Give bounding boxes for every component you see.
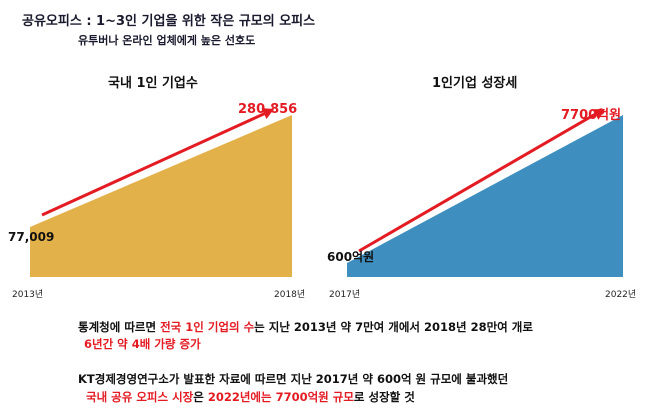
paragraph2-line2: 국내 공유 오피스 시장은 2022년에는 7700억원 규모로 성장할 것: [86, 389, 415, 405]
chart-title-growth: 1인기업 성장세: [432, 76, 518, 91]
chart-growth: 600억원 7700억원 2017년 2022년: [327, 108, 636, 300]
trend-arrow-line: [41, 110, 269, 217]
chart-companies: 77,009 280,856 2013년 2018년: [8, 102, 305, 300]
chart-title-companies: 국내 1인 기업수: [108, 76, 198, 91]
paragraph1-line1: 통계청에 따르면 전국 1인 기업의 수는 지난 2013년 약 7만여 개에서…: [78, 319, 533, 335]
p2-seg-1: 은: [193, 390, 208, 404]
trend-arrow-line: [358, 110, 600, 253]
p2-seg-2: 2022년에는 7700억원 규모: [207, 390, 354, 404]
x-tick-label: 2018년: [274, 289, 305, 300]
x-tick-label: 2013년: [12, 289, 43, 300]
area-fill: [30, 115, 292, 277]
p1-seg-3: 는 지난 2013년 약 7만여 개에서 2018년 28만여 개로: [254, 320, 533, 334]
p1-seg-2: 전국 1인 기업의 수: [160, 320, 255, 334]
trend-arrow-head: [592, 109, 605, 120]
start-value-label: 77,009: [8, 230, 54, 244]
x-tick-label: 2017년: [329, 289, 360, 300]
p1-seg-1: 에 따르면: [109, 320, 161, 334]
page-title: 공유오피스 : 1~3인 기업을 위한 작은 규모의 오피스: [22, 14, 316, 29]
p2-seg-3: 로 성장할 것: [353, 390, 415, 404]
end-value-label: 280,856: [238, 102, 297, 117]
paragraph2-line1: KT경제경영연구소가 발표한 자료에 따르면 지난 2017년 약 600억 원…: [78, 372, 509, 386]
end-value-label: 7700억원: [561, 108, 621, 123]
trend-arrow-head: [261, 108, 274, 120]
area-fill: [347, 115, 623, 277]
x-tick-label: 2022년: [605, 289, 636, 300]
p1-seg-0: 통계청: [78, 320, 110, 334]
page-subtitle: 유투버나 온라인 업체에게 높은 선호도: [78, 34, 256, 47]
paragraph1-line2: 6년간 약 4배 가량 증가: [84, 337, 201, 351]
start-value-label: 600억원: [327, 250, 374, 264]
p2-seg-0: 국내 공유 오피스 시장: [86, 390, 194, 404]
